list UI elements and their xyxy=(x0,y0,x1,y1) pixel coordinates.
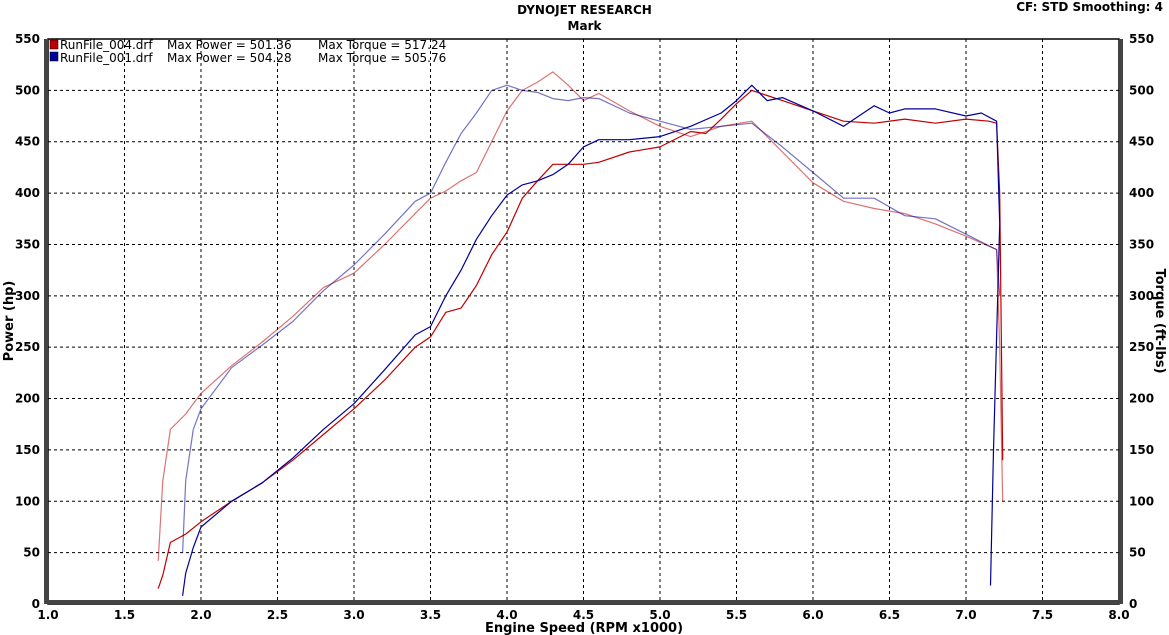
x-tick-label: 3.0 xyxy=(343,608,364,622)
y-left-tick-labels: 0 50 100 150 200 250 300 350 400 450 500 550 xyxy=(15,32,40,611)
legend-file-2: RunFile_001.drf xyxy=(60,51,153,65)
y-right-tick-labels: 0 50 100 150 200 250 300 350 400 450 500 550 xyxy=(1129,32,1154,611)
y-axis-label-left: Power (hp) xyxy=(2,281,17,362)
series-torque-runfile-004-drf xyxy=(157,71,1004,561)
series-torque-runfile-001-drf xyxy=(182,84,1001,553)
grid xyxy=(48,39,1119,604)
legend-torque-2: Max Torque = 505.76 xyxy=(318,51,446,65)
x-axis-label: Engine Speed (RPM x1000) xyxy=(485,621,683,635)
y-right-tick-label: 350 xyxy=(1129,237,1154,251)
y-right-tick-label: 300 xyxy=(1129,289,1154,303)
y-left-tick-label: 250 xyxy=(15,340,40,354)
x-tick-label: 3.5 xyxy=(420,608,441,622)
x-axis-bar xyxy=(48,600,1119,604)
y-left-tick-label: 400 xyxy=(15,186,40,200)
chart-subtitle: Mark xyxy=(567,19,602,33)
x-tick-label: 1.5 xyxy=(114,608,135,622)
x-tick-label: 2.5 xyxy=(267,608,288,622)
legend-power-1: Max Power = 501.36 xyxy=(167,38,292,52)
legend-swatch-2 xyxy=(49,51,59,62)
y-right-tick-label: 250 xyxy=(1129,340,1154,354)
y-axis-bar-right xyxy=(1119,39,1123,604)
y-left-tick-label: 0 xyxy=(32,597,40,611)
x-tick-label: 6.0 xyxy=(802,608,823,622)
legend-torque-1: Max Torque = 517.24 xyxy=(318,38,446,52)
y-left-tick-label: 150 xyxy=(15,443,40,457)
x-tick-label: 4.0 xyxy=(496,608,517,622)
y-right-tick-label: 450 xyxy=(1129,135,1154,149)
legend-power-2: Max Power = 504.28 xyxy=(167,51,292,65)
x-tick-label: 2.0 xyxy=(190,608,211,622)
x-tick-label: 6.5 xyxy=(879,608,900,622)
y-axis-bar-left xyxy=(44,39,48,604)
x-tick-labels: 1.0 1.5 2.0 2.5 3.0 3.5 4.0 4.5 5.0 5.5 6.0 6.5 7.0 7… xyxy=(37,608,1129,622)
chart-title: DYNOJET RESEARCH xyxy=(517,3,652,17)
x-tick-label: 7.5 xyxy=(1032,608,1053,622)
y-left-tick-label: 550 xyxy=(15,32,40,46)
y-right-tick-label: 550 xyxy=(1129,32,1154,46)
y-right-tick-label: 500 xyxy=(1129,83,1154,97)
y-left-tick-label: 500 xyxy=(15,83,40,97)
series-power-runfile-001-drf xyxy=(182,84,1001,596)
y-axis-label-right: Torque (ft-lbs) xyxy=(1152,268,1167,373)
y-left-tick-label: 300 xyxy=(15,289,40,303)
series-lines xyxy=(157,71,1004,596)
y-left-tick-label: 100 xyxy=(15,494,40,508)
y-right-tick-label: 0 xyxy=(1129,597,1137,611)
y-left-tick-label: 350 xyxy=(15,237,40,251)
legend-file-1: RunFile_004.drf xyxy=(60,38,153,52)
x-tick-label: 7.0 xyxy=(955,608,976,622)
y-right-tick-label: 200 xyxy=(1129,392,1154,406)
correction-info: CF: STD Smoothing: 4 xyxy=(1016,0,1163,14)
x-tick-label: 5.0 xyxy=(649,608,670,622)
y-right-tick-label: 400 xyxy=(1129,186,1154,200)
x-tick-label: 8.0 xyxy=(1108,608,1129,622)
x-tick-label: 5.5 xyxy=(726,608,747,622)
legend-swatch-1 xyxy=(49,39,59,50)
x-tick-label: 1.0 xyxy=(37,608,58,622)
y-left-tick-label: 450 xyxy=(15,135,40,149)
y-right-tick-label: 100 xyxy=(1129,494,1154,508)
y-right-tick-label: 150 xyxy=(1129,443,1154,457)
y-right-tick-label: 50 xyxy=(1129,546,1146,560)
legend: RunFile_004.drf Max Power = 501.36 Max T… xyxy=(49,38,446,65)
y-left-tick-label: 50 xyxy=(23,546,40,560)
y-left-tick-label: 200 xyxy=(15,392,40,406)
x-tick-label: 4.5 xyxy=(573,608,594,622)
